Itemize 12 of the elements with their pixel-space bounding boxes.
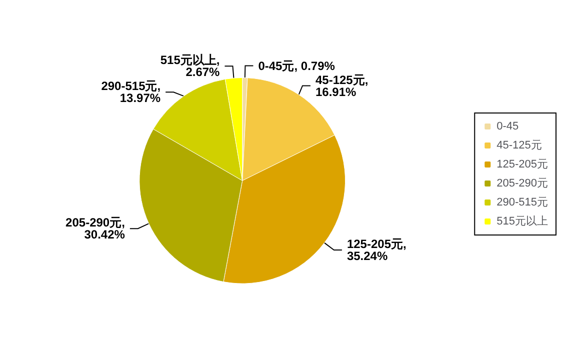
data-label: 0-45元, 0.79% [258, 58, 336, 73]
legend-label: 515元以上 [496, 214, 548, 228]
legend-label: 205-290元 [496, 178, 548, 190]
data-label: 125-205元, 35.24% [346, 237, 406, 264]
legend-label: 45-125元 [496, 140, 542, 152]
data-label: 515元以上, 2.67% [160, 53, 220, 80]
data-label: 45-125元, 16.91% [315, 72, 368, 99]
data-label: 205-290元, 30.42% [66, 216, 126, 242]
legend-label: 125-205元 [496, 158, 548, 170]
data-label: 290-515元, 13.97% [101, 79, 161, 106]
legend-label: 0-45 [496, 120, 519, 132]
legend-label: 290-515元 [496, 196, 548, 208]
